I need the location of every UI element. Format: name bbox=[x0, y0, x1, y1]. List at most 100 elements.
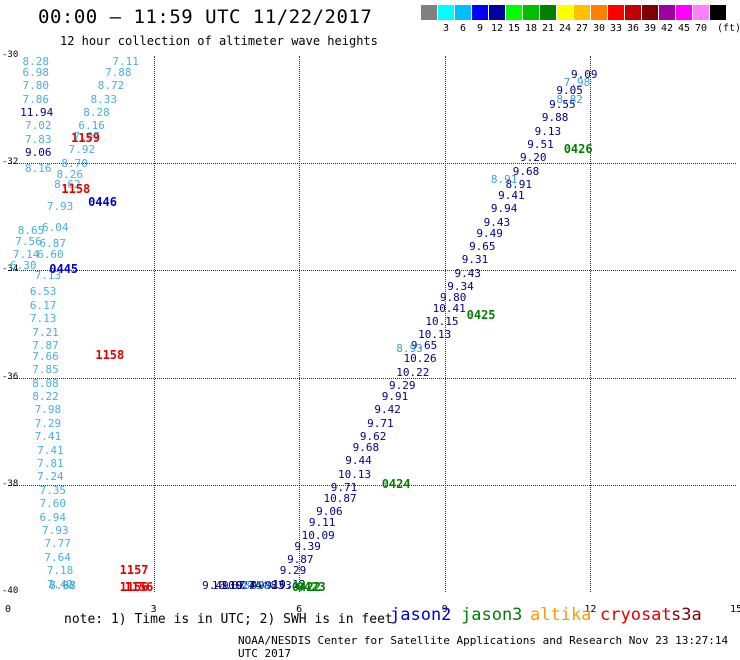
wave-height-point: 7.41 bbox=[34, 430, 62, 444]
track-time-label: 1158 bbox=[95, 348, 125, 363]
track-time-label: 1159 bbox=[71, 131, 100, 146]
track-time-label: 1156 bbox=[124, 580, 154, 594]
wave-height-point: 9.42 bbox=[374, 403, 401, 417]
wave-height-point: 6.98 bbox=[22, 65, 50, 79]
wave-height-point: 8.33 bbox=[90, 92, 118, 106]
wave-height-point: 7.86 bbox=[22, 92, 50, 106]
y-tick-label: -36 bbox=[2, 371, 19, 382]
wave-height-point: 6.04 bbox=[41, 221, 69, 235]
colorbar-label: 70 bbox=[694, 23, 708, 34]
colorbar-swatch bbox=[710, 5, 726, 20]
colorbar-swatch bbox=[557, 5, 573, 20]
track-time-label: 0422 bbox=[291, 580, 321, 594]
wave-height-point: 7.85 bbox=[32, 363, 59, 377]
wave-height-point: 10.27 bbox=[221, 579, 255, 592]
wave-height-point: 9.65 bbox=[469, 239, 496, 253]
wave-height-point: 7.13 bbox=[34, 269, 62, 283]
colorbar-label: 36 bbox=[626, 23, 640, 34]
wave-height-point: 10.87 bbox=[323, 491, 357, 505]
wave-height-point: 7.83 bbox=[24, 132, 52, 146]
colorbar-label: 18 bbox=[524, 23, 538, 34]
wave-height-point: 6.16 bbox=[78, 119, 105, 133]
legend-item-s3a: s3a bbox=[671, 605, 702, 625]
track-time-label: 0425 bbox=[466, 307, 496, 322]
x-tick-label: 9 bbox=[441, 604, 448, 615]
colorbar-label: 21 bbox=[541, 23, 555, 34]
wave-height-point: 9.71 bbox=[330, 481, 358, 495]
track-time-label: 0423 bbox=[296, 580, 326, 594]
grid-line-vertical bbox=[299, 56, 301, 592]
wave-height-point: 9.43 bbox=[483, 215, 511, 229]
wave-height-point: 7.08 bbox=[49, 579, 76, 592]
colorbar-swatch bbox=[489, 5, 505, 20]
wave-height-point: 9.55 bbox=[549, 97, 576, 111]
wave-height-point: 7.11 bbox=[112, 55, 139, 68]
wave-height-point: 9.91 bbox=[381, 390, 409, 403]
x-tick-label: 6 bbox=[296, 604, 303, 615]
colorbar-swatch bbox=[608, 5, 624, 20]
wave-height-point: 8.65 bbox=[17, 223, 45, 237]
colorbar-swatch bbox=[506, 5, 522, 20]
wave-height-point: 7.13 bbox=[29, 312, 57, 326]
wave-height-point: 6.17 bbox=[29, 298, 57, 312]
wave-height-point: 7.66 bbox=[32, 349, 59, 363]
note-text: note: 1) Time is in UTC; 2) SWH is in fe… bbox=[64, 612, 393, 627]
wave-height-point: 9.44 bbox=[345, 454, 372, 468]
wave-height-point: 9.05 bbox=[556, 84, 583, 98]
wave-height-point: 7.18 bbox=[46, 564, 74, 578]
map-subtitle: 12 hour collection of altimeter wave hei… bbox=[60, 34, 378, 48]
wave-height-point: 8.28 bbox=[22, 55, 50, 68]
wave-height-point: 7.24 bbox=[37, 470, 64, 484]
colorbar-swatch bbox=[659, 5, 675, 20]
wave-height-point: 9.06 bbox=[316, 505, 343, 519]
wave-height-point: 9.43 bbox=[454, 266, 482, 280]
colorbar-swatch bbox=[455, 5, 471, 20]
wave-height-point: 10.13 bbox=[338, 467, 372, 481]
wave-height-point: 10.22 bbox=[396, 365, 430, 379]
colorbar-unit: (ft) bbox=[716, 23, 740, 34]
y-tick-label: -38 bbox=[2, 478, 19, 489]
track-time-label: 0424 bbox=[381, 476, 411, 491]
wave-height-point: 9.34 bbox=[447, 280, 474, 294]
wave-height-point: 7.29 bbox=[34, 416, 62, 430]
colorbar-swatch bbox=[540, 5, 556, 20]
wave-height-point: 9.49 bbox=[202, 579, 229, 592]
wave-height-point: 11.94 bbox=[20, 105, 54, 119]
wave-height-point: 8.26 bbox=[56, 167, 84, 181]
wave-height-point: 8.16 bbox=[24, 162, 52, 176]
colorbar-swatch bbox=[574, 5, 590, 20]
wave-height-point: 8.70 bbox=[61, 156, 88, 170]
colorbar-swatch bbox=[625, 5, 641, 20]
wave-height-point: 9.80 bbox=[439, 290, 467, 304]
wave-height-point: 7.88 bbox=[105, 65, 132, 79]
wave-height-point: 9.87 bbox=[287, 553, 314, 567]
wave-height-point: 7.41 bbox=[37, 443, 64, 457]
wave-height-point: 9.68 bbox=[352, 440, 380, 454]
wave-height-point: 7.14 bbox=[12, 247, 40, 261]
grid-line-horizontal bbox=[8, 270, 736, 272]
wave-height-point: 7.81 bbox=[37, 457, 64, 470]
wave-height-point: 7.93 bbox=[46, 199, 74, 213]
x-tick-label: 0 bbox=[4, 604, 12, 615]
wave-height-point: 9.68 bbox=[512, 164, 540, 178]
wave-height-point: 8.93 bbox=[396, 341, 423, 355]
wave-height-point: 8.08 bbox=[32, 376, 59, 390]
wave-height-point: 6.30 bbox=[10, 258, 37, 272]
legend-item-cryosat: cryosat bbox=[600, 605, 672, 625]
wave-height-point: 9.53 bbox=[265, 579, 292, 592]
colorbar-label: 42 bbox=[660, 23, 674, 34]
x-tick-label: 12 bbox=[584, 604, 597, 615]
colorbar-label: 6 bbox=[459, 23, 467, 34]
track-time-label: 1157 bbox=[119, 562, 149, 577]
wave-height-point: 9.88 bbox=[541, 111, 569, 125]
wave-height-point: 8.91 bbox=[490, 172, 518, 186]
wave-height-point: 10.09 bbox=[301, 529, 335, 543]
wave-height-point: 8.58 bbox=[243, 579, 270, 592]
colorbar-swatch bbox=[472, 5, 488, 20]
wave-height-point: 10.15 bbox=[425, 314, 459, 328]
wave-height-point: 10.07 bbox=[211, 579, 245, 592]
grid-line-horizontal bbox=[8, 377, 736, 379]
wave-height-point: 7.77 bbox=[44, 537, 71, 551]
y-tick-label: -40 bbox=[2, 586, 19, 596]
wave-height-point: 9.29 bbox=[279, 564, 307, 578]
